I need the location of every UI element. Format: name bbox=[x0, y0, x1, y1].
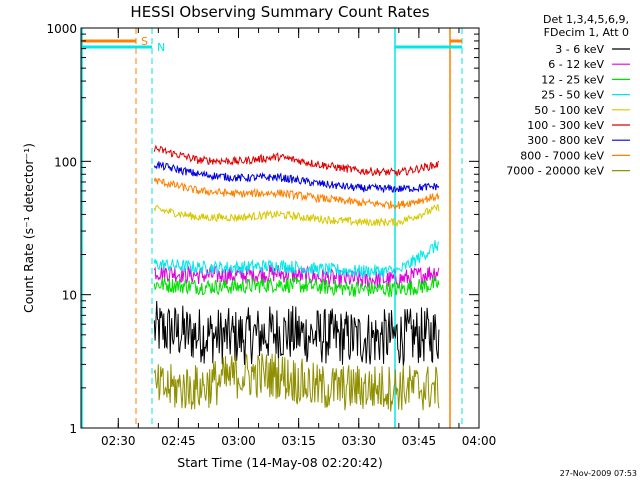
series-line bbox=[153, 240, 439, 280]
x-tick-label: 02:45 bbox=[161, 434, 196, 448]
series-line bbox=[153, 144, 440, 177]
legend-header-line-2: FDecim 1, Att 0 bbox=[544, 26, 629, 39]
legend: Det 1,3,4,5,6,9, FDecim 1, Att 0 3 - 6 k… bbox=[506, 13, 630, 178]
legend-label: 100 - 300 keV bbox=[527, 119, 604, 132]
x-tick-label: 02:30 bbox=[101, 434, 136, 448]
flag-label-s: S bbox=[141, 35, 148, 48]
legend-label: 12 - 25 keV bbox=[541, 73, 604, 86]
x-axis-label: Start Time (14-May-08 02:20:42) bbox=[177, 455, 382, 470]
legend-label: 300 - 800 keV bbox=[527, 134, 604, 147]
series-line bbox=[153, 177, 440, 210]
axis-layer: 02:30 02:45 03:00 03:15 03:30 03:45 04:00 1 10 10… bbox=[46, 22, 496, 448]
chart-title: HESSI Observing Summary Count Rates bbox=[130, 3, 429, 21]
legend-label: 6 - 12 keV bbox=[548, 58, 604, 71]
series-line bbox=[153, 204, 440, 228]
x-tick-label: 03:30 bbox=[341, 434, 376, 448]
x-tick-label: 03:15 bbox=[281, 434, 316, 448]
y-tick-label: 1000 bbox=[46, 22, 77, 36]
plot-frame bbox=[80, 27, 480, 429]
x-tick-label: 03:45 bbox=[402, 434, 437, 448]
y-tick-label: 1 bbox=[69, 422, 77, 436]
y-tick-label: 100 bbox=[54, 155, 77, 169]
series-line bbox=[153, 276, 440, 298]
series-line bbox=[153, 160, 440, 193]
footer-timestamp: 27-Nov-2009 07:53 bbox=[560, 469, 637, 478]
x-tick-label: 03:00 bbox=[221, 434, 256, 448]
legend-label: 800 - 7000 keV bbox=[520, 149, 604, 162]
legend-label: 7000 - 20000 keV bbox=[506, 165, 604, 178]
x-tick-label: 04:00 bbox=[462, 434, 497, 448]
y-axis-label: Count Rate (s⁻¹ detector⁻¹) bbox=[21, 143, 36, 313]
legend-label: 25 - 50 keV bbox=[541, 89, 604, 102]
series-line bbox=[153, 300, 440, 366]
series-layer bbox=[153, 144, 440, 412]
legend-entries: 3 - 6 keV 6 - 12 keV 12 - 25 keV 25 - 50 ke… bbox=[506, 43, 630, 178]
series-line bbox=[153, 353, 440, 412]
legend-label: 3 - 6 keV bbox=[555, 43, 604, 56]
y-tick-label: 10 bbox=[62, 289, 77, 303]
legend-label: 50 - 100 keV bbox=[534, 104, 604, 117]
flag-label-n: N bbox=[157, 41, 165, 54]
legend-header-line-1: Det 1,3,4,5,6,9, bbox=[543, 13, 629, 26]
